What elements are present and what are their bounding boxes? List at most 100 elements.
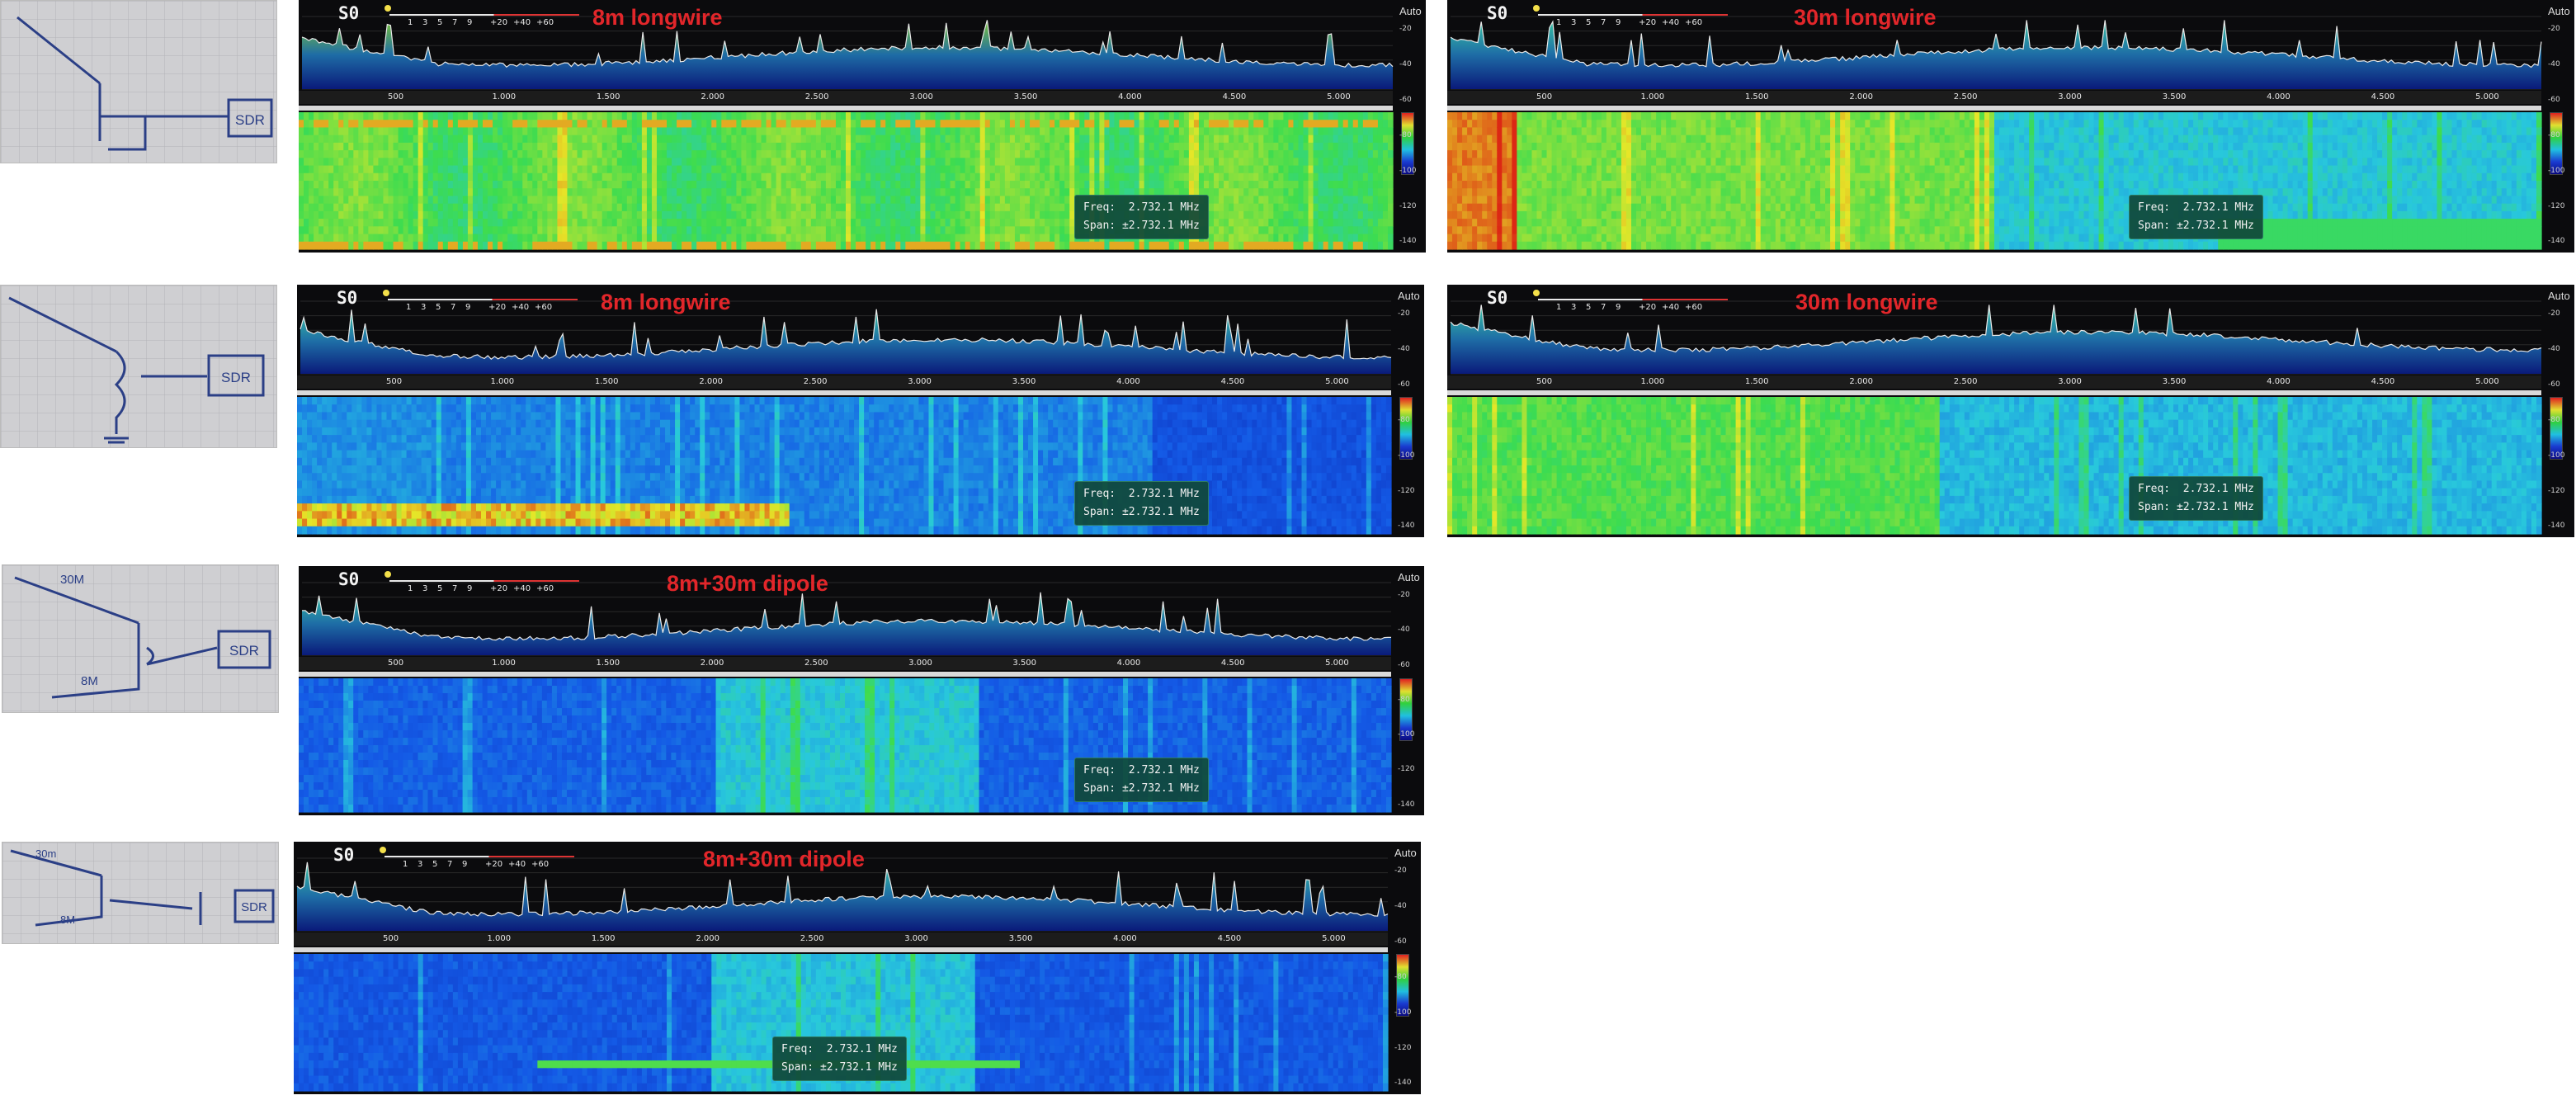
auto-button[interactable]: Auto [1398,290,1420,302]
waterfall-colorbar [2550,112,2563,175]
smeter-scale-tick: +60 [536,584,554,593]
freq-tick-label: 1.000 [1640,92,1664,102]
freq-tick-label: 3.000 [904,934,928,943]
freq-tick-label: 5.000 [1325,377,1349,386]
smeter-label: S0 [337,288,357,308]
sketch-30m-label: 30m [35,847,56,860]
freq-tick-label: 1.500 [592,934,616,943]
db-scale-label: -100 [1394,1008,1411,1017]
auto-button[interactable]: Auto [2548,290,2570,302]
freq-tick-label: 5.000 [1322,934,1346,943]
smeter-scale-tick: +40 [508,860,526,869]
antenna-sketch-dipole-1: 30M 8M SDR [2,564,279,713]
smeter-scale-tick: +40 [512,303,529,312]
span-readout: Span: ±2.732.1 MHz [1083,503,1200,522]
freq-tick-label: 4.000 [1113,934,1137,943]
smeter-scale-tick: 1 [403,860,408,869]
span-readout: Span: ±2.732.1 MHz [781,1059,898,1077]
freq-tick-label: 2.000 [1849,92,1873,102]
sketch-sdr-label: SDR [221,370,251,385]
smeter-label: S0 [1487,288,1507,308]
sdr-panel-8m-longwire-2: S0 8m longwire Auto 500 1.000 1.500 2.000 2.… [297,285,1424,537]
freq-tick-label: 2.500 [1954,92,1978,102]
spectrum-waterfall-display[interactable] [294,842,1421,1094]
freq-tick-label: 500 [388,92,403,102]
freq-tick-label: 500 [383,934,399,943]
smeter-scale-tick: 9 [467,18,472,27]
db-scale-label: -80 [1394,973,1407,981]
freq-tick-label: 4.500 [2371,92,2395,102]
freq-tick-label: 2.000 [699,377,723,386]
db-scale-label: -60 [1399,96,1412,104]
spectrum-waterfall-display[interactable] [299,0,1426,253]
freq-tick-label: 500 [1536,92,1552,102]
freq-tick-label: 4.000 [1116,377,1140,386]
freq-tick-label: 1.500 [597,92,620,102]
waterfall-colorbar [1399,678,1413,741]
spectrum-waterfall-display[interactable] [1447,0,2574,253]
smeter-indicator-icon [385,571,391,578]
freq-tick-label: 3.000 [908,659,932,668]
freq-tick-label: 4.500 [1218,934,1242,943]
spectrum-waterfall-display[interactable] [297,285,1424,537]
freq-tick-label: 4.000 [1117,659,1141,668]
frequency-info-box: Freq: 2.732.1 MHz Span: ±2.732.1 MHz [1074,758,1209,802]
smeter-scale-bar [388,299,578,300]
freq-tick-label: 500 [1536,377,1552,386]
db-scale-label: -140 [2548,237,2564,245]
smeter-scale-tick: 1 [408,18,413,27]
auto-button[interactable]: Auto [1399,5,1422,17]
span-readout: Span: ±2.732.1 MHz [2138,498,2254,517]
db-scale-label: -80 [2548,131,2560,139]
auto-button[interactable]: Auto [1394,847,1417,859]
smeter-scale-tick: 3 [422,584,427,593]
freq-tick-label: 3.500 [1012,377,1036,386]
freq-tick-label: 4.000 [1118,92,1142,102]
freq-tick-label: 3.000 [908,377,932,386]
db-scale-label: -140 [1398,522,1414,530]
panel-title: 8m+30m dipole [703,847,865,872]
panel-title: 8m longwire [601,290,731,315]
sketch-8m-label: 8M [60,914,75,926]
spectrum-waterfall-display[interactable] [1447,285,2574,537]
freq-tick-label: 3.500 [1009,934,1033,943]
db-scale-label: -100 [2548,451,2564,460]
smeter-scale-tick: +20 [1639,303,1656,312]
freq-tick-label: 5.000 [2475,92,2499,102]
db-scale-label: -40 [2548,60,2560,68]
frequency-info-box: Freq: 2.732.1 MHz Span: ±2.732.1 MHz [772,1036,907,1081]
smeter-scale-tick: 9 [467,584,472,593]
auto-button[interactable]: Auto [1398,571,1420,583]
span-readout: Span: ±2.732.1 MHz [1083,217,1200,235]
db-scale-label: -20 [2548,309,2560,318]
smeter-label: S0 [1487,3,1507,23]
sdr-panel-30m-longwire-1: S0 30m longwire Auto 500 1.000 1.500 2.000 2… [1447,0,2574,253]
smeter-scale-tick: 3 [422,18,427,27]
waterfall-colorbar [1401,112,1414,175]
panel-title: 8m+30m dipole [667,571,828,597]
spectrum-waterfall-display[interactable] [299,566,1424,815]
smeter-scale-tick: 5 [437,584,442,593]
db-scale-label: -20 [1398,309,1410,318]
sketch-sdr-label: SDR [235,112,265,128]
sdr-panel-dipole-2: S0 8m+30m dipole Auto 500 1.000 1.500 2.000… [294,842,1421,1094]
freq-tick-label: 2.500 [804,659,828,668]
auto-button[interactable]: Auto [2548,5,2570,17]
smeter-scale-tick: 3 [421,303,426,312]
freq-tick-label: 1.500 [1745,92,1769,102]
freq-tick-label: 5.000 [1325,659,1349,668]
smeter-scale-tick: 7 [451,303,455,312]
smeter-scale-tick: 5 [436,303,441,312]
db-scale-label: -80 [1398,696,1410,704]
smeter-scale-bar [385,856,574,857]
freq-readout: Freq: 2.732.1 MHz [2138,480,2254,498]
db-scale-label: -20 [1398,591,1410,599]
db-scale-label: -140 [1398,800,1414,809]
freq-tick-label: 1.000 [492,659,516,668]
frequency-info-box: Freq: 2.732.1 MHz Span: ±2.732.1 MHz [2129,195,2263,239]
db-scale-label: -80 [1398,416,1410,424]
smeter-scale-bar [389,14,579,16]
smeter-scale-tick: +20 [485,860,502,869]
freq-tick-label: 3.000 [2058,92,2082,102]
smeter-scale-tick: 1 [1556,303,1561,312]
